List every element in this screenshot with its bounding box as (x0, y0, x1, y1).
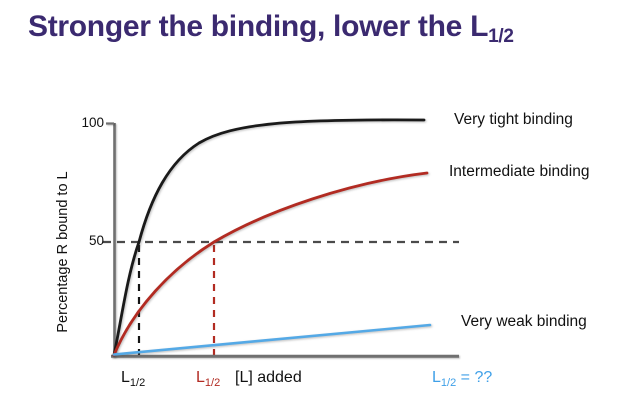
y-tick-label-50: 50 (88, 233, 104, 248)
curve-label-intermediate: Intermediate binding (449, 163, 590, 180)
slide-title: Stronger the binding, lower the L1/2 (28, 10, 514, 48)
lhalf-label-tight-sub: 1/2 (129, 377, 146, 389)
slide-title-text: Stronger the binding, lower the L (28, 10, 489, 43)
lhalf-question-sub: 1/2 (440, 377, 457, 389)
very-weak-binding-curve (112, 323, 432, 356)
lhalf-label-tight-main: L (121, 369, 130, 386)
curve-label-very-tight: Very tight binding (454, 111, 573, 128)
slide-title-subscript: 1/2 (488, 26, 514, 47)
curve-label-very-weak: Very weak binding (461, 313, 587, 330)
x-axis-label: [L] added (235, 369, 302, 386)
lhalf-question-main: L (432, 369, 441, 386)
lhalf-label-intermediate: L1/2 (196, 369, 220, 389)
intermediate-binding-curve (112, 171, 429, 357)
lhalf-label-intermediate-main: L (196, 369, 205, 386)
y-axis-label: Percentage R bound to L (55, 171, 71, 333)
lhalf-label-tight: L1/2 (121, 369, 145, 389)
lhalf-label-intermediate-sub: 1/2 (204, 377, 221, 389)
y-tick-label-100: 100 (81, 115, 104, 130)
lhalf-question-annotation: L1/2 = ?? (432, 369, 492, 389)
lhalf-question-suffix: = ?? (456, 369, 493, 386)
very-tight-binding-curve (112, 118, 426, 357)
